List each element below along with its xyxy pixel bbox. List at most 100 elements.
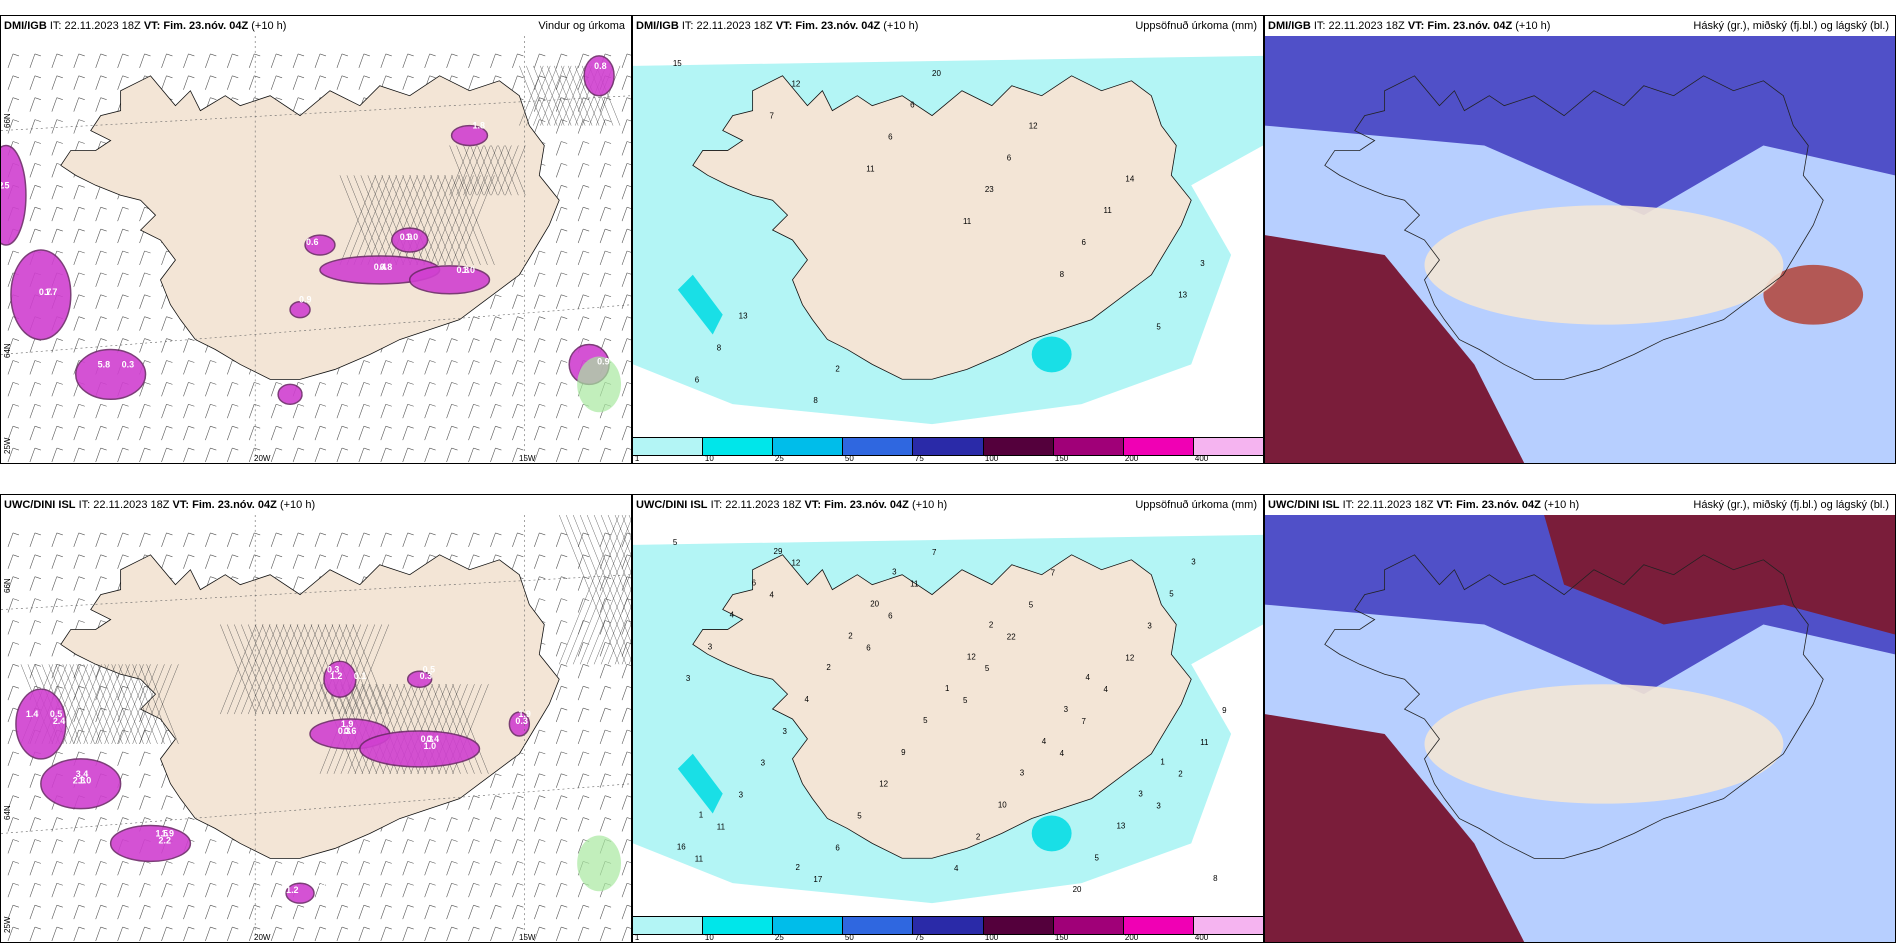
wind-barb (117, 861, 129, 876)
panel-header: UWC/DINI ISL IT: 22.11.2023 18Z VT: Fim.… (1265, 495, 1895, 515)
precip-number: 7 (1082, 717, 1087, 726)
precip-value: 1.2 (330, 671, 342, 681)
wind-barb (95, 926, 107, 942)
precip-number: 22 (1007, 632, 1016, 641)
wind-barb (314, 861, 327, 876)
lat-lon-grid (1, 515, 631, 942)
precip-number: 8 (1213, 874, 1218, 883)
precip-number: 5 (923, 716, 928, 725)
wind-barb (336, 554, 348, 569)
wind-barb (468, 425, 480, 441)
wind-barb (7, 598, 20, 613)
wind-barb (490, 53, 502, 68)
precip-number: 3 (1064, 705, 1069, 714)
wind-barb (555, 642, 568, 657)
wind-barb (577, 53, 590, 68)
wind-barb (358, 447, 370, 463)
wind-barb (95, 228, 107, 244)
wind-barb (117, 272, 129, 287)
wind-map: 1.4 1.0 1.9 0.6 0.4 1.2 0.5 1.2 1.9 2.4 3.4 2.2 1.9 1… (1, 515, 631, 942)
wind-barb (534, 795, 546, 810)
init-time: IT: 22.11.2023 18Z (49, 20, 141, 32)
green-area (577, 356, 622, 413)
precip-values: 0.2 0.7 0.3 0.4 0.3 0.9 1.8 0.6 0.9 1.9 0.8 0.9 0.5 1… (1, 61, 610, 396)
wind-barb (534, 773, 546, 788)
wind-barb (95, 206, 107, 222)
wind-barb (51, 904, 63, 920)
wind-barb (534, 576, 546, 591)
precip-value: 0.3 (515, 716, 527, 726)
wind-barb (599, 294, 612, 309)
wind-barb (139, 206, 151, 222)
wind-barb (402, 53, 414, 68)
wind-barb (577, 272, 590, 287)
wind-barb (73, 425, 85, 441)
wind-barb (161, 861, 173, 876)
wind-barb (117, 316, 129, 331)
wind-barb (490, 926, 502, 942)
wind-barb (621, 228, 631, 244)
wind-barb (95, 576, 107, 591)
wind-barb (117, 882, 129, 898)
panel-dini-wind: UWC/DINI ISL IT: 22.11.2023 18Z VT: Fim.… (0, 494, 632, 943)
wind-barb (621, 795, 631, 810)
colorbar-swatch (702, 438, 773, 455)
wind-barb (446, 926, 458, 942)
wind-barb (621, 664, 631, 679)
wind-barb (227, 75, 239, 90)
wind-barb (599, 185, 612, 200)
wind-barb (227, 882, 239, 898)
wind-barb (95, 338, 107, 353)
precip-number: 11 (695, 854, 704, 863)
wind-barb (599, 141, 612, 156)
precip-blob (450, 124, 489, 147)
precip-value: 0.9 (597, 356, 609, 366)
wind-barb (205, 904, 217, 920)
panel-dini-precip: UWC/DINI ISL IT: 22.11.2023 18Z VT: Fim.… (632, 494, 1264, 943)
wind-barb (424, 360, 436, 375)
wind-barb (73, 228, 85, 244)
wind-barb (555, 163, 568, 178)
wind-barb (380, 839, 392, 854)
wind-barb (73, 882, 85, 898)
precip-blob (583, 55, 615, 97)
colorbar-tick-label: 75 (914, 933, 924, 942)
precip-number: 10 (998, 801, 1007, 810)
wind-barb (577, 250, 590, 266)
wind-barb (358, 926, 370, 942)
precip-number: 11 (866, 164, 875, 173)
wind-barb (402, 403, 414, 419)
wind-barb (621, 882, 631, 898)
precip-value: 1.9 (313, 878, 325, 888)
wind-barb (577, 206, 590, 222)
precip-value: 0.5 (1, 180, 9, 190)
wind-barb (161, 425, 173, 441)
wind-barb (599, 729, 612, 745)
valid-time: Fim. 23.nóv. 04Z (163, 20, 249, 32)
wind-barb (227, 861, 239, 876)
precip-value: 0.3 (420, 671, 432, 681)
precip-number: 8 (717, 343, 722, 352)
wind-barb (534, 425, 546, 441)
wind-barb (402, 861, 414, 876)
wind-barb (73, 532, 85, 547)
wind-barb (555, 532, 568, 547)
wind-barb (29, 53, 41, 68)
wind-barb (73, 185, 85, 200)
precip-blobs (15, 660, 622, 904)
colorbar-tick-label: 50 (844, 454, 854, 463)
precip-number: 5 (1169, 590, 1174, 599)
wind-barb (29, 228, 41, 244)
wind-barb (7, 882, 20, 898)
precip-number: 20 (932, 69, 941, 78)
panel-header: DMI/IGB IT: 22.11.2023 18Z VT: Fim. 23.n… (1, 16, 631, 36)
wind-barb (446, 53, 458, 68)
precip-number: 1 (699, 810, 704, 819)
wind-barb (599, 97, 612, 112)
wind-barb (7, 119, 20, 134)
wind-barb (512, 382, 524, 397)
wind-barb (599, 707, 612, 723)
wind-barb (380, 882, 392, 898)
precip-value: 1.0 (424, 741, 436, 751)
wind-barb (512, 294, 524, 309)
